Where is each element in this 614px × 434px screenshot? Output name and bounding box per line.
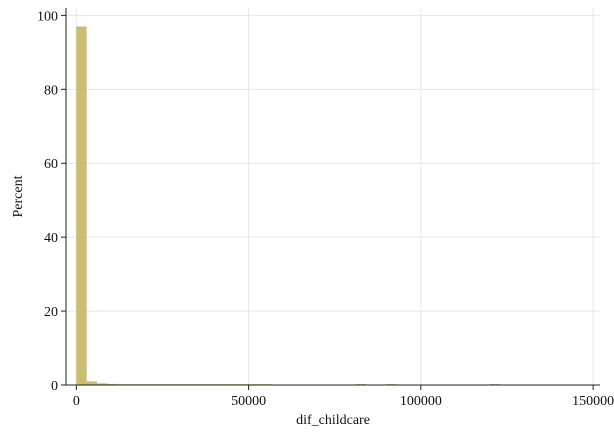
histogram-bar xyxy=(86,381,98,385)
x-tick-label: 100000 xyxy=(400,394,442,409)
histogram-bar xyxy=(97,383,108,385)
y-tick-label: 80 xyxy=(44,83,58,98)
histogram-bars xyxy=(76,26,501,385)
y-tick-label: 60 xyxy=(44,157,58,172)
y-tick-label: 100 xyxy=(37,9,58,24)
histogram-bar xyxy=(76,26,87,385)
histogram-bar xyxy=(107,383,118,385)
y-axis-title: Percent xyxy=(11,175,26,217)
axes xyxy=(65,8,600,386)
y-tick-label: 40 xyxy=(44,231,58,246)
x-tick-label: 0 xyxy=(73,394,80,409)
y-tick-label: 20 xyxy=(44,305,58,320)
x-axis-ticks: 0 50000 100000 150000 xyxy=(73,385,614,409)
x-tick-label: 150000 xyxy=(572,394,614,409)
y-axis-ticks: 0 20 40 60 80 100 xyxy=(37,9,66,394)
x-axis-title: dif_childcare xyxy=(296,413,370,428)
y-tick-label: 0 xyxy=(51,379,58,394)
grid-lines xyxy=(66,8,600,385)
x-tick-label: 50000 xyxy=(231,394,266,409)
